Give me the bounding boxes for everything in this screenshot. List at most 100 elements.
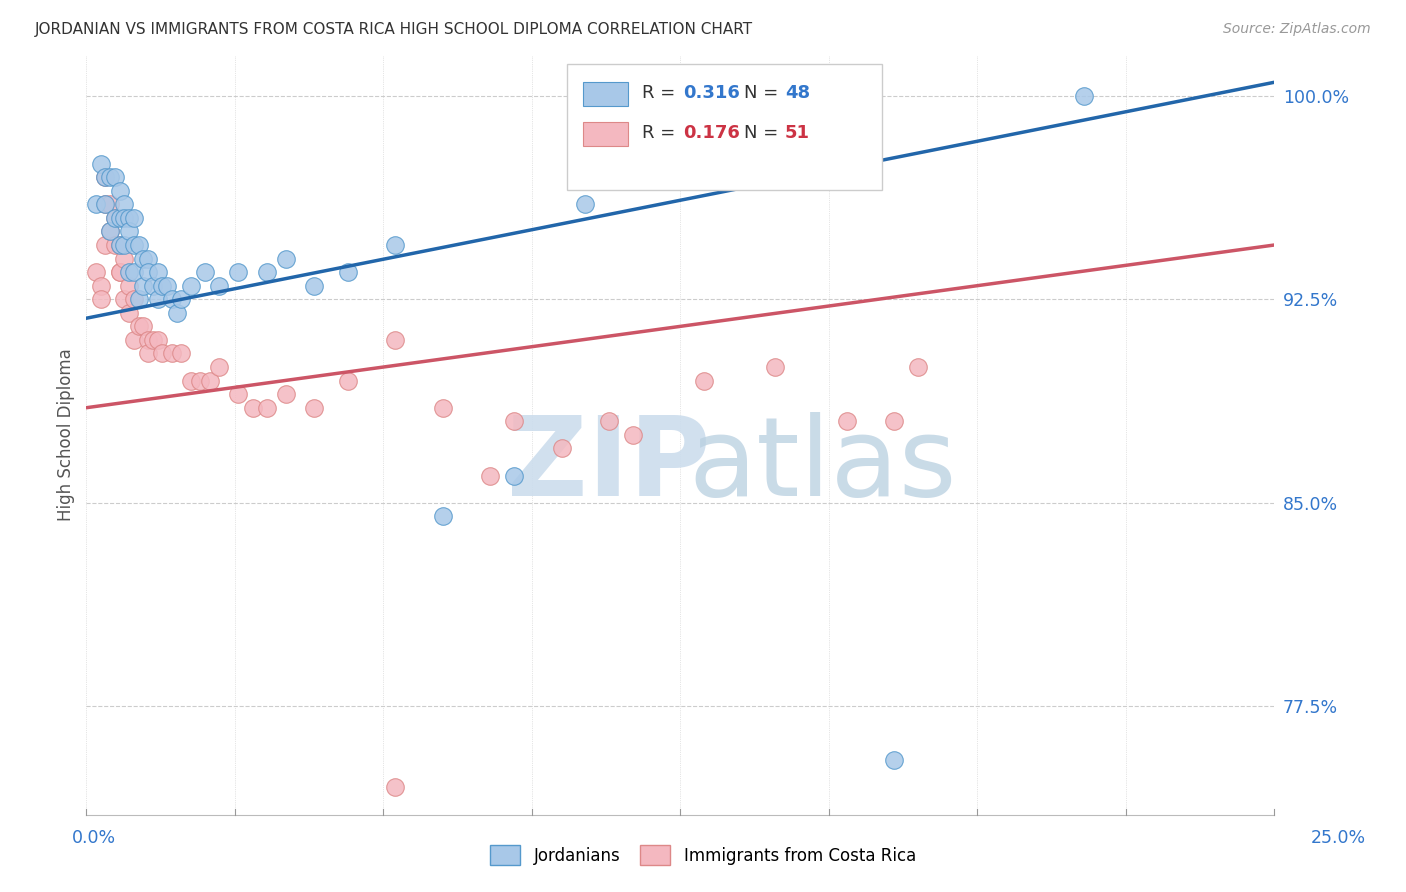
Bar	[583, 122, 628, 146]
Point	[84, 265, 107, 279]
Point	[194, 265, 217, 279]
Point	[118, 224, 141, 238]
Point	[256, 401, 278, 415]
Point	[336, 265, 359, 279]
Text: N =: N =	[745, 124, 785, 143]
Text: 0.316: 0.316	[683, 84, 740, 102]
Point	[835, 414, 858, 428]
Point	[574, 197, 596, 211]
Point	[108, 265, 131, 279]
Point	[479, 468, 502, 483]
Point	[132, 278, 155, 293]
Point	[228, 387, 250, 401]
Point	[118, 278, 141, 293]
Point	[228, 265, 250, 279]
Text: 25.0%: 25.0%	[1310, 829, 1367, 847]
Point	[336, 374, 359, 388]
Point	[108, 238, 131, 252]
Point	[598, 414, 620, 428]
Point	[122, 333, 145, 347]
FancyBboxPatch shape	[568, 64, 883, 190]
Point	[104, 170, 127, 185]
Point	[621, 428, 644, 442]
Point	[98, 224, 121, 238]
Point	[108, 238, 131, 252]
Point	[104, 211, 127, 225]
Point	[208, 359, 231, 374]
Text: ZIP: ZIP	[508, 412, 710, 519]
Point	[136, 265, 159, 279]
Point	[98, 197, 121, 211]
Point	[108, 265, 131, 279]
Point	[122, 211, 145, 225]
Point	[304, 401, 326, 415]
Point	[160, 346, 183, 360]
Point	[256, 265, 278, 279]
Point	[132, 252, 155, 266]
Point	[112, 292, 135, 306]
Point	[384, 333, 406, 347]
Text: atlas: atlas	[689, 412, 957, 519]
Text: 48: 48	[785, 84, 810, 102]
Point	[432, 401, 454, 415]
Point	[304, 278, 326, 293]
Point	[94, 170, 117, 185]
Point	[112, 211, 135, 225]
Point	[122, 238, 145, 252]
Text: N =: N =	[745, 84, 785, 102]
Point	[170, 292, 193, 306]
Point	[274, 252, 297, 266]
Point	[188, 374, 211, 388]
Point	[1073, 88, 1095, 103]
Point	[94, 238, 117, 252]
Point	[94, 197, 117, 211]
Point	[503, 468, 526, 483]
Point	[150, 278, 173, 293]
Point	[108, 211, 131, 225]
Point	[112, 252, 135, 266]
Point	[208, 278, 231, 293]
Point	[550, 442, 572, 456]
Point	[136, 333, 159, 347]
Point	[128, 292, 150, 306]
Point	[108, 184, 131, 198]
Point	[104, 211, 127, 225]
Point	[432, 509, 454, 524]
Point	[104, 238, 127, 252]
Point	[136, 252, 159, 266]
Point	[883, 753, 905, 767]
Point	[118, 306, 141, 320]
Point	[146, 292, 169, 306]
Point	[142, 333, 165, 347]
Point	[118, 211, 141, 225]
Point	[90, 278, 112, 293]
Point	[122, 292, 145, 306]
Point	[146, 333, 169, 347]
Point	[136, 346, 159, 360]
Y-axis label: High School Diploma: High School Diploma	[58, 349, 75, 521]
Point	[150, 346, 173, 360]
Point	[122, 265, 145, 279]
Text: R =: R =	[643, 84, 682, 102]
Point	[883, 414, 905, 428]
Text: R =: R =	[643, 124, 682, 143]
Point	[146, 265, 169, 279]
Point	[384, 780, 406, 795]
Point	[98, 224, 121, 238]
Point	[90, 156, 112, 170]
Point	[763, 359, 786, 374]
Point	[90, 292, 112, 306]
Text: Source: ZipAtlas.com: Source: ZipAtlas.com	[1223, 22, 1371, 37]
Point	[112, 238, 135, 252]
Point	[166, 306, 188, 320]
Text: JORDANIAN VS IMMIGRANTS FROM COSTA RICA HIGH SCHOOL DIPLOMA CORRELATION CHART: JORDANIAN VS IMMIGRANTS FROM COSTA RICA …	[35, 22, 754, 37]
Point	[84, 197, 107, 211]
Point	[180, 374, 202, 388]
Text: 51: 51	[785, 124, 810, 143]
Point	[132, 319, 155, 334]
Legend: Jordanians, Immigrants from Costa Rica: Jordanians, Immigrants from Costa Rica	[482, 837, 924, 873]
Point	[907, 359, 929, 374]
Point	[128, 238, 150, 252]
Point	[384, 238, 406, 252]
Point	[170, 346, 193, 360]
